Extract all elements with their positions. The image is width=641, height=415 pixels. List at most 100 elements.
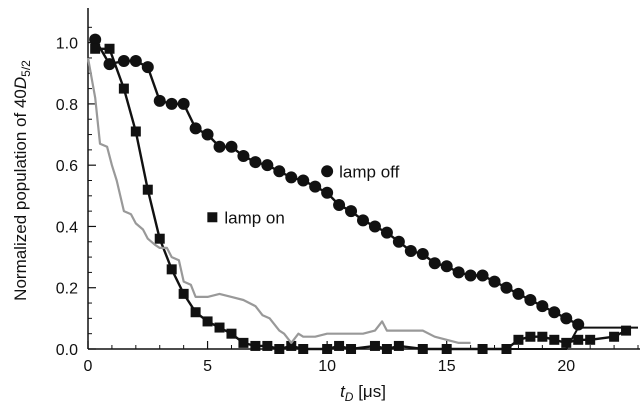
- data-point: [104, 43, 115, 54]
- baseline-line: [458, 326, 638, 350]
- data-point: [238, 337, 249, 348]
- x-axis-label-unit: [μs]: [353, 382, 385, 401]
- data-point: [309, 180, 322, 193]
- legend-lamp-off: lamp off: [321, 162, 400, 181]
- data-point: [560, 312, 573, 325]
- legend-marker: [321, 165, 334, 178]
- data-point: [250, 340, 261, 351]
- data-point: [189, 122, 202, 135]
- data-point: [525, 331, 536, 342]
- data-point: [89, 33, 102, 46]
- data-point: [129, 55, 142, 68]
- data-point: [441, 344, 452, 354]
- data-point: [417, 344, 428, 354]
- data-point: [428, 257, 441, 270]
- x-axis-label-sub: D: [345, 390, 354, 404]
- legend-label: lamp on: [224, 208, 284, 227]
- y-axis-label-main: Normalized population of 40: [11, 89, 30, 301]
- x-tick-label: 10: [318, 358, 336, 375]
- data-point: [322, 344, 333, 354]
- series-line: [94, 38, 579, 326]
- data-point: [226, 328, 237, 339]
- data-point: [488, 275, 501, 288]
- y-tick-label: 0.8: [56, 97, 78, 114]
- series-line: [86, 57, 471, 344]
- data-point: [201, 128, 214, 141]
- data-point: [609, 331, 620, 342]
- data-point: [298, 344, 309, 354]
- data-point: [103, 58, 116, 71]
- data-point: [585, 334, 596, 345]
- data-point: [369, 340, 380, 351]
- y-tick-label: 0.4: [56, 219, 78, 236]
- legend-label: lamp off: [339, 162, 399, 181]
- data-point: [345, 205, 358, 218]
- data-point: [274, 344, 285, 354]
- data-point: [202, 316, 213, 327]
- data-point: [381, 344, 392, 354]
- data-point: [513, 334, 524, 345]
- data-point: [368, 220, 381, 233]
- data-point: [214, 322, 225, 333]
- series-gray-trace: [86, 57, 471, 344]
- x-axis: 0 5 10 15 20: [84, 341, 640, 375]
- data-point: [393, 340, 404, 351]
- data-point: [190, 307, 201, 318]
- data-point: [549, 334, 560, 345]
- x-axis-label: tD [μs]: [340, 382, 386, 404]
- data-point: [536, 300, 549, 313]
- data-point: [285, 171, 298, 184]
- data-point: [249, 156, 262, 169]
- x-tick-label: 0: [84, 358, 93, 375]
- data-point: [548, 306, 561, 319]
- series-lamp-off: [89, 33, 585, 331]
- y-tick-label: 1.0: [56, 36, 78, 53]
- legend-annotations: lamp off lamp on: [207, 162, 400, 227]
- legend-marker: [207, 212, 218, 223]
- data-point: [90, 43, 101, 54]
- data-point: [177, 97, 190, 110]
- data-point: [178, 288, 189, 299]
- data-point: [346, 344, 357, 354]
- legend-lamp-on: lamp on: [207, 208, 285, 227]
- data-point: [333, 199, 346, 212]
- data-point: [476, 269, 489, 282]
- series-lamp-on: [90, 43, 632, 354]
- data-point: [130, 126, 141, 137]
- data-point: [297, 174, 310, 187]
- y-axis-label-sub: 5/2: [19, 60, 33, 77]
- x-tick-label: 20: [557, 358, 575, 375]
- data-point: [321, 186, 334, 199]
- data-point: [621, 325, 632, 336]
- data-point: [357, 214, 369, 227]
- data-point: [286, 340, 297, 351]
- data-point: [117, 55, 130, 68]
- data-point: [573, 334, 584, 345]
- data-point: [262, 340, 273, 351]
- data-point: [380, 226, 393, 239]
- data-point: [166, 264, 177, 275]
- y-tick-label: 0.2: [56, 281, 78, 298]
- data-point: [154, 233, 165, 244]
- data-point: [141, 61, 154, 74]
- data-point: [500, 281, 513, 294]
- data-point: [452, 266, 465, 279]
- data-point: [537, 331, 548, 342]
- y-tick-label: 0.0: [56, 342, 78, 359]
- data-point: [416, 248, 429, 261]
- data-point: [142, 184, 153, 195]
- y-axis: 0.0 0.2 0.4 0.6 0.8 1.0: [56, 8, 96, 359]
- data-point: [524, 293, 537, 306]
- x-axis-label-main: t: [340, 382, 346, 401]
- data-point: [464, 269, 477, 282]
- data-point: [213, 140, 226, 153]
- data-point: [261, 159, 274, 172]
- data-point: [392, 235, 405, 248]
- data-point: [153, 94, 166, 107]
- data-point: [237, 149, 250, 162]
- data-point: [404, 244, 417, 257]
- y-axis-label: Normalized population of 40D5/2: [11, 60, 33, 301]
- data-point: [273, 165, 286, 178]
- x-tick-label: 15: [438, 358, 456, 375]
